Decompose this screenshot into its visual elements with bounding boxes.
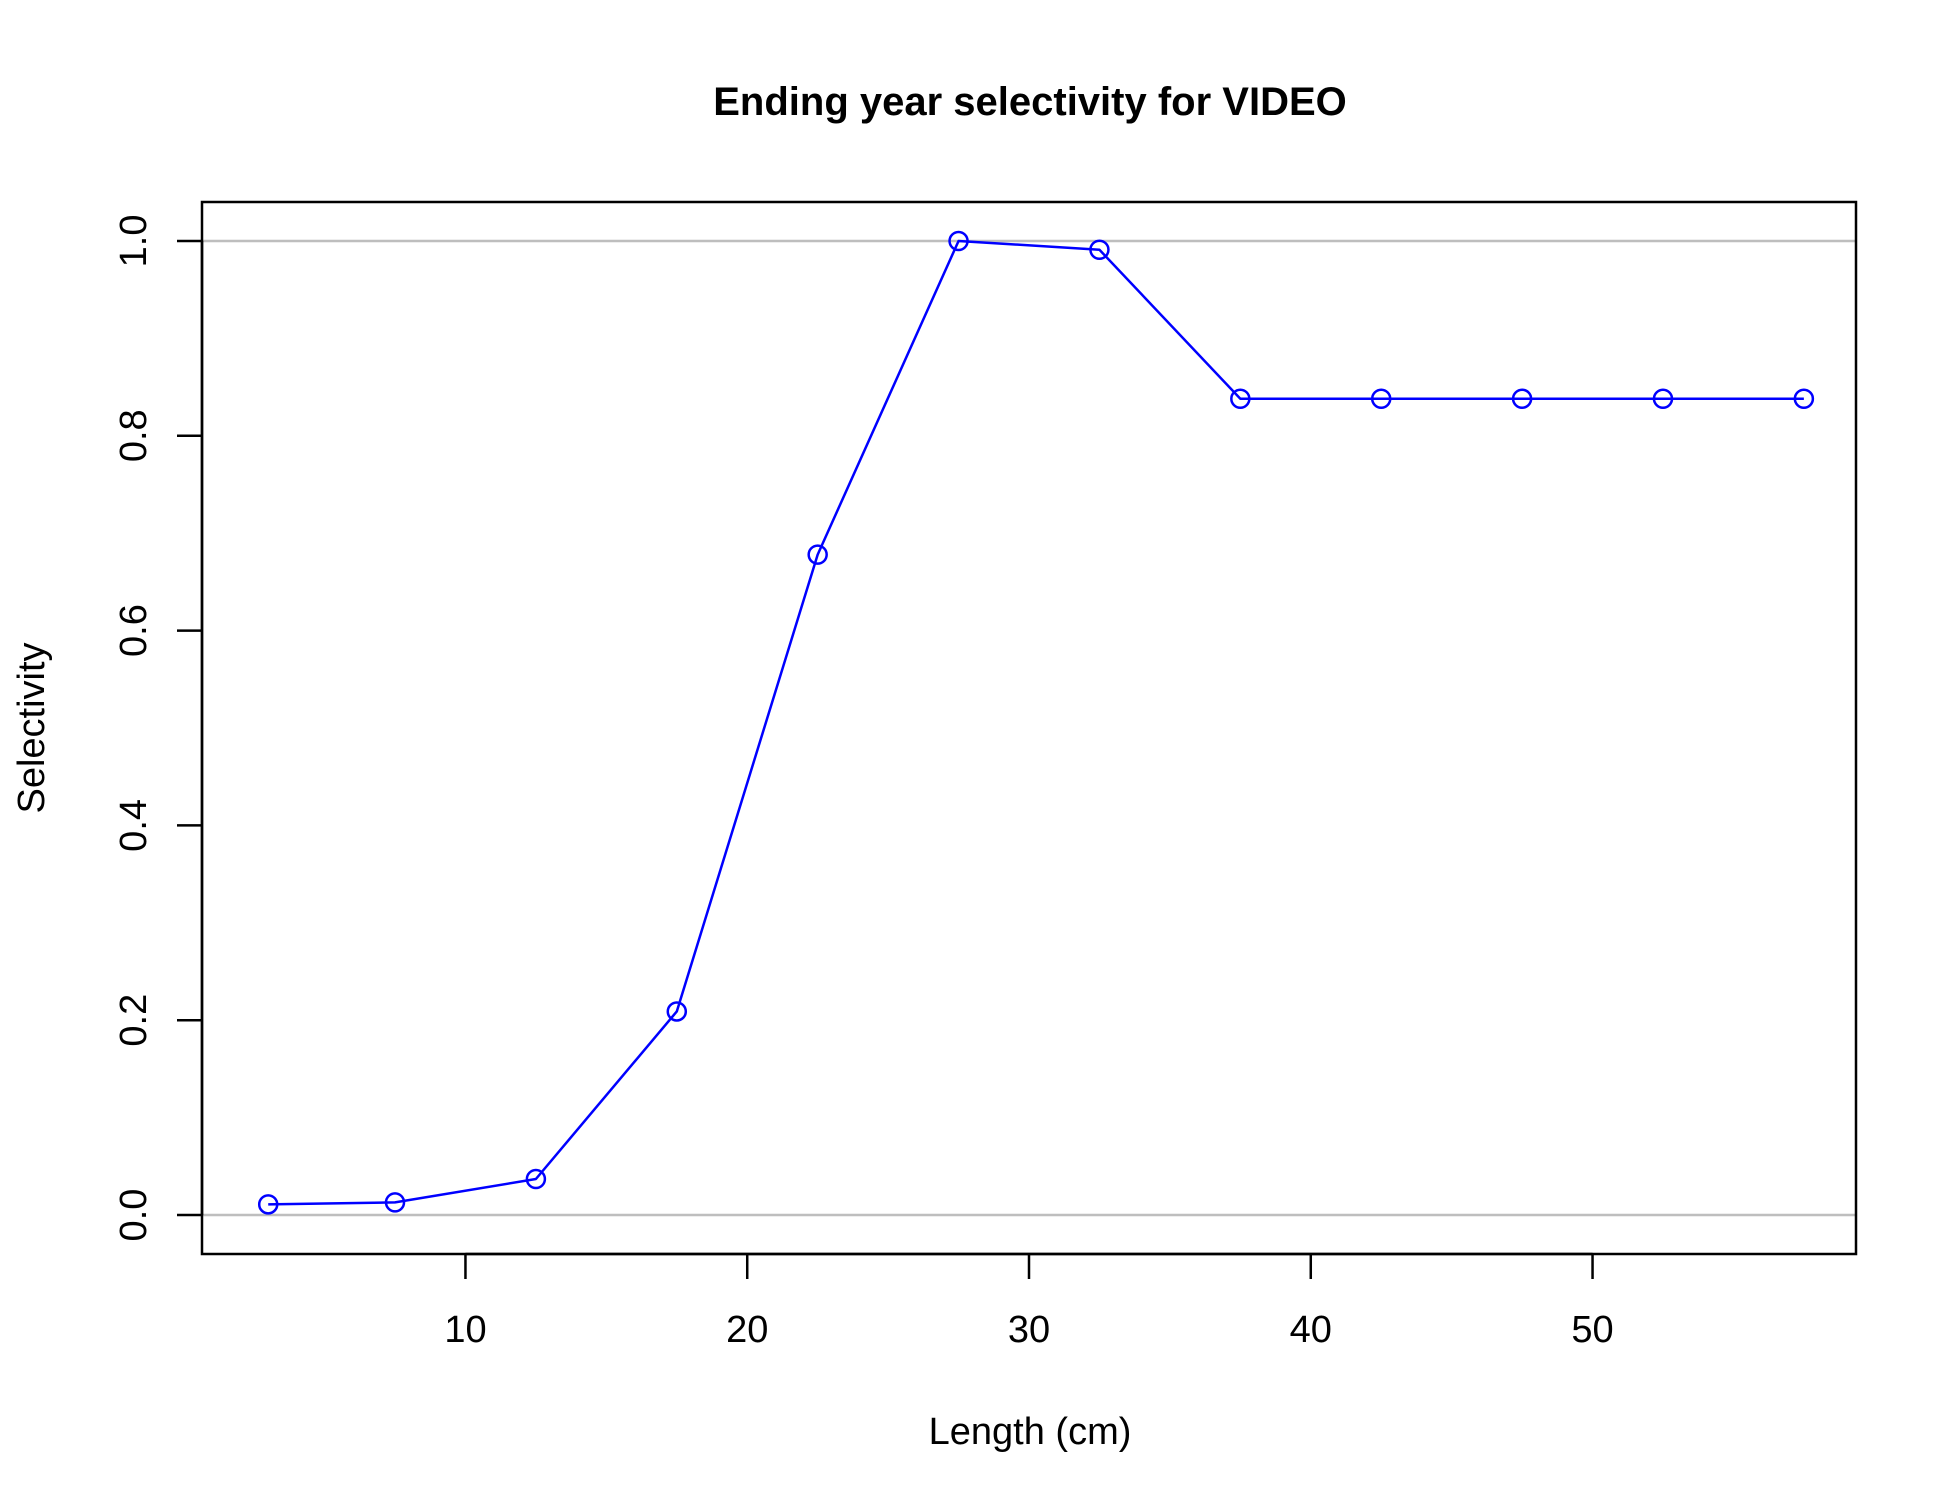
- chart-title: Ending year selectivity for VIDEO: [713, 80, 1347, 124]
- data-point: [1652, 388, 1674, 410]
- x-axis: 10 20 30 40 50: [444, 1252, 1614, 1351]
- data-point: [384, 1192, 406, 1213]
- data-point: [807, 544, 828, 565]
- x-tick-label-2: 30: [1008, 1309, 1050, 1351]
- data-point: [257, 1194, 279, 1215]
- x-axis-label: Length (cm): [929, 1411, 1132, 1453]
- plot-frame: [200, 200, 1858, 1256]
- y-tick-label-1: 0.2: [113, 994, 155, 1047]
- y-axis: 0.0 0.2 0.4 0.6 0.8 1.0: [113, 215, 204, 1242]
- x-tick-label-3: 40: [1290, 1309, 1332, 1351]
- data-point: [1370, 388, 1392, 410]
- data-point: [666, 1001, 688, 1022]
- series-line-0: [268, 239, 1804, 1206]
- series-layer: [257, 230, 1815, 1215]
- x-tick-label-4: 50: [1571, 1309, 1613, 1351]
- reference-lines: [202, 239, 1856, 1217]
- y-tick-label-0: 0.0: [113, 1189, 155, 1242]
- x-tick-label-0: 10: [444, 1309, 486, 1351]
- data-point: [1793, 388, 1815, 410]
- y-axis-label: Selectivity: [11, 642, 53, 813]
- y-tick-label-4: 0.8: [113, 409, 155, 462]
- y-tick-label-2: 0.4: [113, 799, 155, 852]
- y-tick-label-5: 1.0: [113, 215, 155, 268]
- data-point: [948, 230, 969, 252]
- x-tick-label-1: 20: [726, 1309, 768, 1351]
- data-point: [1089, 239, 1110, 260]
- data-point: [1230, 388, 1251, 410]
- data-point: [525, 1168, 547, 1190]
- data-point: [1511, 388, 1533, 410]
- y-tick-label-3: 0.6: [113, 604, 155, 657]
